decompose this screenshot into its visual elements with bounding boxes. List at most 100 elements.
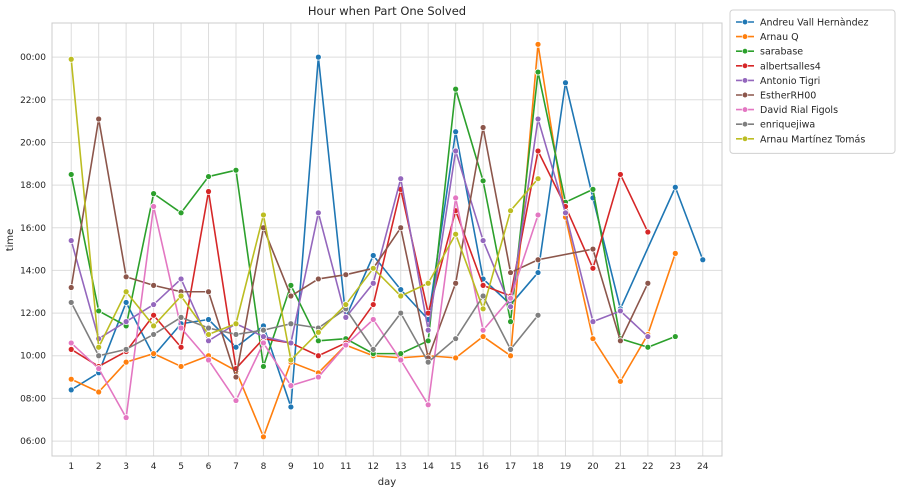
y-tick-label: 22:00 <box>20 96 46 106</box>
x-tick-label: 23 <box>670 462 681 472</box>
data-point <box>424 401 432 409</box>
y-tick-label: 08:00 <box>20 394 46 404</box>
y-tick-label: 16:00 <box>20 224 46 234</box>
data-point <box>260 326 267 334</box>
data-point <box>534 68 542 76</box>
x-tick-label: 22 <box>642 462 653 472</box>
data-point <box>617 337 624 345</box>
legend-box <box>729 9 896 154</box>
data-point <box>369 279 377 287</box>
x-tick-label: 1 <box>68 462 74 472</box>
data-point <box>534 40 542 48</box>
x-tick-label: 4 <box>151 462 157 472</box>
data-point <box>534 147 542 155</box>
data-point <box>122 288 130 296</box>
legend-swatch-marker <box>741 77 749 84</box>
data-point <box>122 414 130 422</box>
data-point <box>232 373 240 381</box>
data-point <box>67 237 75 244</box>
data-point <box>67 386 75 394</box>
legend-swatch-marker <box>741 121 749 128</box>
legend-label: Arnau Martínez Tomás <box>760 134 865 145</box>
data-point <box>342 271 350 279</box>
series-estherrh00 <box>67 115 652 381</box>
data-point <box>699 256 707 264</box>
data-point <box>205 288 212 296</box>
data-point <box>507 269 514 276</box>
data-point <box>617 307 624 315</box>
data-point <box>507 207 514 215</box>
x-tick-label: 21 <box>615 462 626 472</box>
data-point <box>177 343 185 351</box>
data-point <box>534 211 542 219</box>
data-point <box>534 175 542 183</box>
legend-entry: albertsalles4 <box>736 61 821 72</box>
data-point <box>314 53 322 61</box>
chart-title: Hour when Part One Solved <box>308 4 466 18</box>
y-tick-label: 06:00 <box>20 437 46 447</box>
data-point <box>177 363 185 370</box>
data-point <box>232 320 240 328</box>
y-tick-label: 00:00 <box>20 53 46 63</box>
data-point <box>452 230 460 238</box>
data-point <box>287 356 295 364</box>
y-axis-title: time <box>5 229 16 252</box>
data-point <box>479 124 487 131</box>
legend-entry: Antonio Tigri <box>736 76 820 87</box>
data-point <box>95 365 103 372</box>
series-line <box>70 59 539 361</box>
series-line <box>70 295 539 363</box>
data-point <box>314 337 322 345</box>
legend-label: Antonio Tigri <box>760 76 820 87</box>
data-point <box>205 188 212 195</box>
data-point <box>534 311 542 319</box>
y-tick-label: 14:00 <box>20 266 46 276</box>
data-point <box>617 171 624 178</box>
data-point <box>507 318 514 326</box>
data-point <box>122 299 130 306</box>
data-point <box>150 281 157 289</box>
legend-entry: Andreu Vall Hernàndez <box>736 18 868 29</box>
data-point <box>67 345 75 353</box>
legend-entry: sarabase <box>736 47 803 58</box>
data-point <box>589 245 597 253</box>
data-point <box>177 292 185 300</box>
data-point <box>150 311 157 319</box>
data-point <box>452 85 460 93</box>
data-point <box>589 318 597 326</box>
x-tick-label: 14 <box>422 462 434 472</box>
data-point <box>397 286 405 294</box>
data-point <box>671 249 679 257</box>
data-point <box>95 388 103 396</box>
data-point <box>452 279 460 287</box>
data-point <box>150 203 157 210</box>
legend-swatch-marker <box>741 18 749 26</box>
legend-entry: enriquejiwa <box>736 120 815 131</box>
data-point <box>644 333 652 340</box>
data-point <box>342 301 350 308</box>
data-point <box>424 326 432 334</box>
series-layer <box>67 40 707 441</box>
legend-swatch-marker <box>741 62 749 69</box>
y-tick-label: 10:00 <box>20 352 46 362</box>
x-tick-label: 8 <box>261 462 267 472</box>
data-point <box>150 190 157 198</box>
data-point <box>671 183 679 191</box>
data-point <box>644 279 652 287</box>
x-axis-ticks: 1 2 3 4 5 6 7 8 9 10 11 12 13 14 15 16 17 18 19 20 21 22 23 24 <box>68 462 708 472</box>
legend-swatch-marker <box>741 135 749 142</box>
data-point <box>369 316 377 323</box>
data-point <box>397 292 405 300</box>
data-point <box>205 173 212 180</box>
data-point <box>150 322 157 330</box>
data-point <box>314 209 322 217</box>
data-point <box>424 279 432 287</box>
data-point <box>260 211 267 219</box>
data-point <box>507 294 514 302</box>
data-point <box>67 375 75 383</box>
data-point <box>369 301 377 308</box>
data-point <box>479 305 487 313</box>
data-point <box>424 358 432 366</box>
data-point <box>67 299 75 306</box>
legend-entry: EstherRH00 <box>736 91 816 102</box>
